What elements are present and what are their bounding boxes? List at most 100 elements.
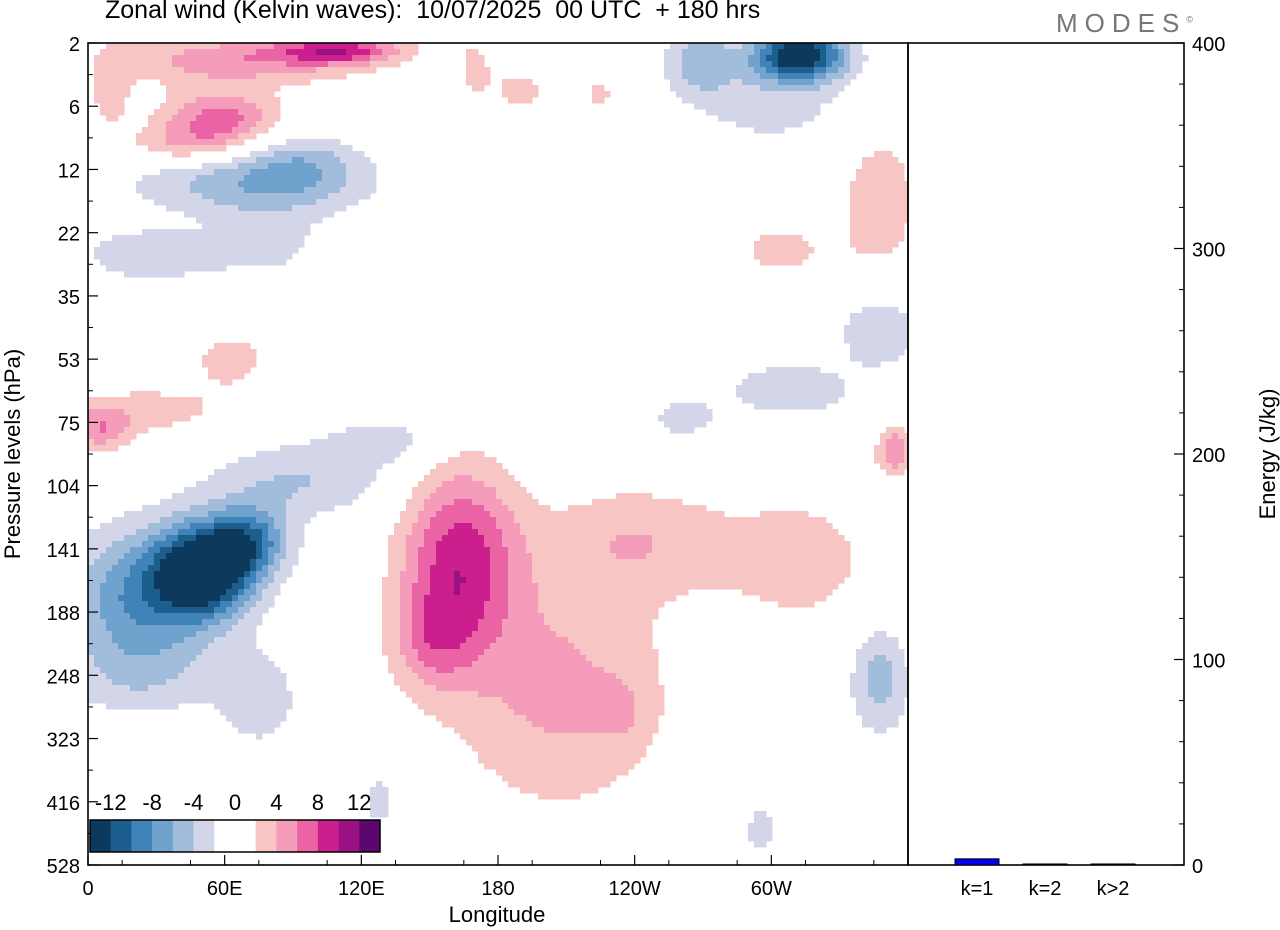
heatmap-cell xyxy=(262,61,269,68)
heatmap-cell xyxy=(394,43,401,50)
heatmap-cell xyxy=(172,409,179,416)
heatmap-cell xyxy=(292,523,299,530)
heatmap-cell xyxy=(820,403,827,410)
heatmap-cell xyxy=(232,463,239,470)
heatmap-cell xyxy=(442,637,449,644)
heatmap-cell xyxy=(208,265,215,272)
heatmap-cell xyxy=(280,253,287,260)
heatmap-cell xyxy=(106,73,113,80)
heatmap-cell xyxy=(370,169,377,176)
heatmap-cell xyxy=(334,169,341,176)
heatmap-cell xyxy=(154,115,161,122)
heatmap-cell xyxy=(670,499,677,506)
heatmap-cell xyxy=(598,505,605,512)
heatmap-cell xyxy=(202,145,209,152)
heatmap-cell xyxy=(862,217,869,224)
heatmap-cell xyxy=(262,253,269,260)
heatmap-cell xyxy=(334,493,341,500)
heatmap-cell xyxy=(832,571,839,578)
heatmap-cell xyxy=(256,55,263,62)
heatmap-cell xyxy=(760,235,767,242)
heatmap-cell xyxy=(550,565,557,572)
heatmap-cell xyxy=(154,391,161,398)
heatmap-cell xyxy=(406,511,413,518)
heatmap-cell xyxy=(184,535,191,542)
heatmap-cell xyxy=(322,175,329,182)
heatmap-cell xyxy=(250,85,257,92)
heatmap-cell xyxy=(538,505,545,512)
heatmap-cell xyxy=(244,49,251,56)
heatmap-cell xyxy=(520,79,527,86)
heatmap-cell xyxy=(160,607,167,614)
heatmap-cell xyxy=(424,499,431,506)
heatmap-cell xyxy=(160,241,167,248)
heatmap-cell xyxy=(838,55,845,62)
heatmap-cell xyxy=(172,619,179,626)
heatmap-cell xyxy=(178,55,185,62)
heatmap-cell xyxy=(202,619,209,626)
heatmap-cell xyxy=(544,553,551,560)
heatmap-cell xyxy=(388,643,395,650)
heatmap-cell xyxy=(232,643,239,650)
heatmap-cell xyxy=(514,517,521,524)
heatmap-cell xyxy=(658,505,665,512)
heatmap-cell xyxy=(406,553,413,560)
heatmap-cell xyxy=(340,493,347,500)
heatmap-cell xyxy=(778,43,785,50)
heatmap-cell xyxy=(268,163,275,170)
heatmap-cell xyxy=(400,589,407,596)
heatmap-cell xyxy=(742,565,749,572)
heatmap-cell xyxy=(676,559,683,566)
heatmap-cell xyxy=(520,589,527,596)
heatmap-cell xyxy=(118,613,125,620)
heatmap-cell xyxy=(334,439,341,446)
heatmap-cell xyxy=(844,559,851,566)
heatmap-cell xyxy=(634,589,641,596)
heatmap-cell xyxy=(268,487,275,494)
heatmap-cell xyxy=(520,523,527,530)
heatmap-cell xyxy=(106,631,113,638)
heatmap-cell xyxy=(802,577,809,584)
heatmap-cell xyxy=(268,553,275,560)
heatmap-cell xyxy=(448,529,455,536)
heatmap-cell xyxy=(784,403,791,410)
heatmap-cell xyxy=(178,229,185,236)
heatmap-cell xyxy=(124,55,131,62)
heatmap-cell xyxy=(892,337,899,344)
heatmap-cell xyxy=(172,139,179,146)
heatmap-cell xyxy=(496,541,503,548)
heatmap-cell xyxy=(214,547,221,554)
heatmap-cell xyxy=(190,493,197,500)
heatmap-cell xyxy=(100,415,107,422)
heatmap-cell xyxy=(892,445,899,452)
heatmap-cell xyxy=(592,577,599,584)
heatmap-cell xyxy=(316,463,323,470)
heatmap-cell xyxy=(778,127,785,134)
heatmap-cell xyxy=(358,451,365,458)
heatmap-cell xyxy=(760,97,767,104)
heatmap-cell xyxy=(454,631,461,638)
heatmap-cell xyxy=(754,97,761,104)
heatmap-cell xyxy=(154,265,161,272)
heatmap-cell xyxy=(190,547,197,554)
heatmap-cell xyxy=(760,535,767,542)
heatmap-cell xyxy=(148,643,155,650)
heatmap-cell xyxy=(130,55,137,62)
heatmap-cell xyxy=(292,229,299,236)
heatmap-cell xyxy=(652,583,659,590)
heatmap-cell xyxy=(208,511,215,518)
heatmap-cell xyxy=(538,535,545,542)
heatmap-cell xyxy=(832,559,839,566)
heatmap-cell xyxy=(226,241,233,248)
heatmap-cell xyxy=(466,511,473,518)
heatmap-cell xyxy=(412,517,419,524)
heatmap-cell xyxy=(784,121,791,128)
heatmap-cell xyxy=(790,511,797,518)
heatmap-cell xyxy=(160,541,167,548)
heatmap-cell xyxy=(472,571,479,578)
heatmap-cell xyxy=(166,61,173,68)
heatmap-cell xyxy=(154,67,161,74)
heatmap-cell xyxy=(88,541,95,548)
heatmap-cell xyxy=(196,61,203,68)
heatmap-cell xyxy=(760,565,767,572)
